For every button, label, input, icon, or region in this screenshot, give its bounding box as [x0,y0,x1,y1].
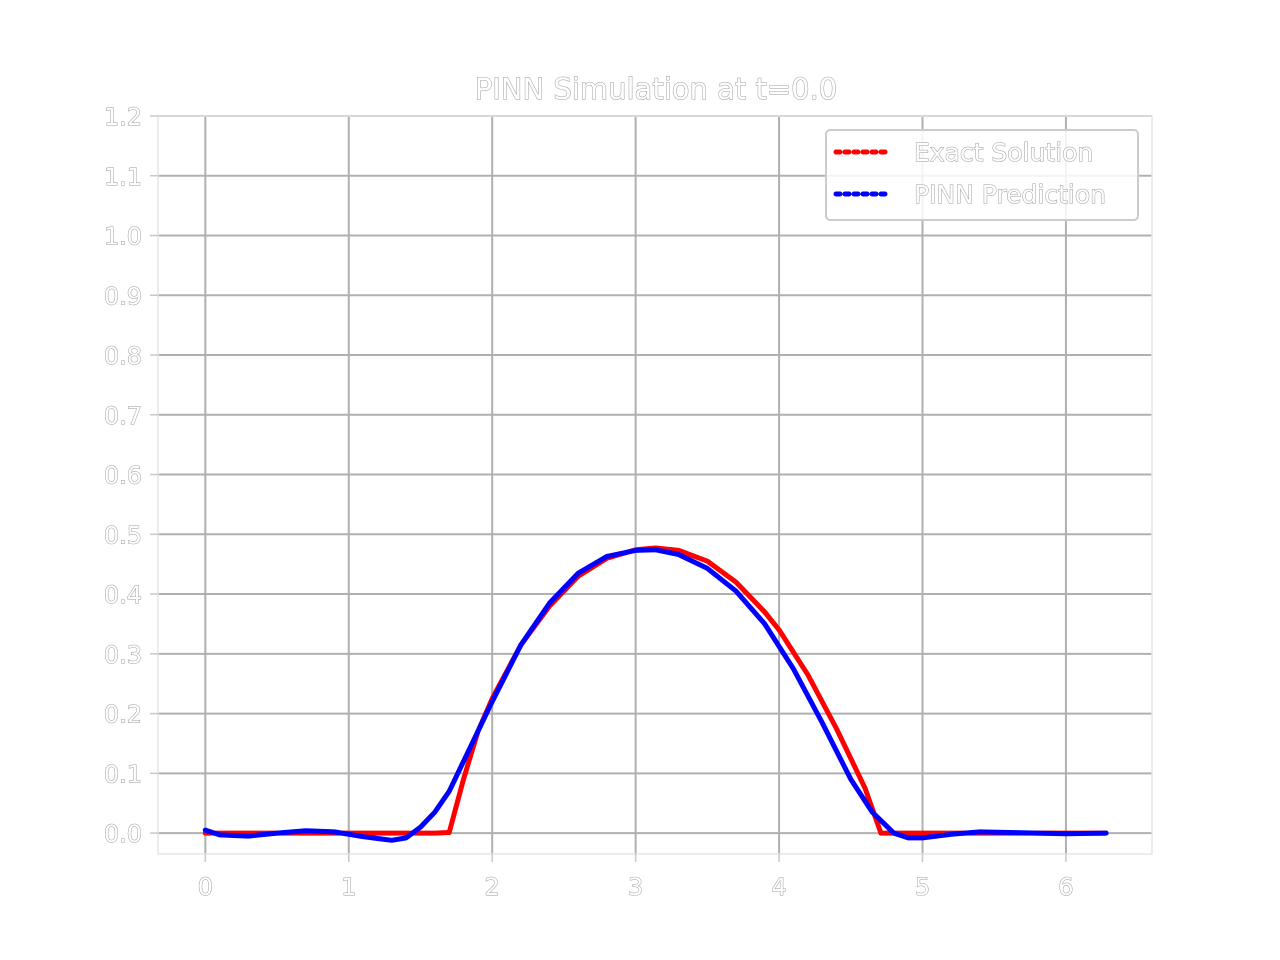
plot-area [157,115,1153,855]
x-tick-label: 6 [1058,873,1073,901]
series-line-exact-solution [202,545,1109,836]
y-tick-label: 0.6 [104,462,142,490]
y-tick-label: 0.8 [104,342,142,370]
x-tick-label: 1 [341,873,356,901]
legend: Exact Solution PINN Prediction [825,129,1139,221]
x-tick-label: 5 [915,873,930,901]
y-tick-label: 0.7 [104,402,142,430]
legend-box [825,129,1139,221]
chart-title: PINN Simulation at t=0.0 [475,72,838,106]
series-lines [202,545,1109,843]
x-tick-label: 0 [198,873,213,901]
x-tick-label: 4 [771,873,786,901]
y-tick-label: 0.9 [104,282,142,310]
y-tick-label: 0.4 [104,581,142,609]
legend-label-pinn: PINN Prediction [914,180,1106,209]
series-line-pinn-prediction [202,547,1109,843]
y-tick-label: 1.1 [104,163,142,191]
legend-label-exact: Exact Solution [914,138,1093,167]
y-tick-label: 0.2 [104,701,142,729]
y-tick-label: 1.2 [104,103,142,131]
y-tick-label: 0.0 [104,820,142,848]
x-tick-label: 3 [628,873,643,901]
grid [158,115,1152,854]
y-tick-label: 1.0 [104,223,142,251]
x-tick-label: 2 [485,873,500,901]
axis-ticks: 0 1 2 3 4 5 6 0.0 0.1 0.2 0.3 0.4 0.5 0.6 0.7 0.8 0.9 1.0… [103,103,1074,902]
y-tick-label: 0.3 [104,641,142,669]
y-tick-label: 0.5 [104,521,142,549]
y-tick-label: 0.1 [104,760,142,788]
